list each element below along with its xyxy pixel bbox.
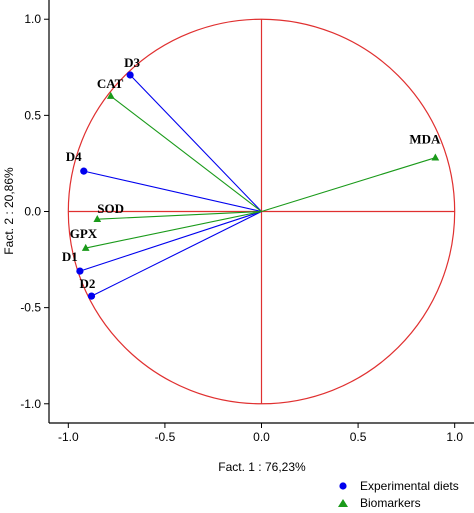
point-sod (93, 214, 102, 222)
x-tick-label: 1.0 (446, 430, 463, 444)
point-gpx (81, 243, 90, 251)
point-d1 (76, 267, 84, 275)
vector-d4 (83, 170, 262, 213)
point-label-d2: D2 (80, 276, 96, 291)
x-axis-title: Fact. 1 : 76,23% (218, 460, 306, 474)
legend-label-biomarkers: Biomarkers (360, 496, 421, 510)
point-label-d1: D1 (62, 249, 78, 264)
y-tick-label: 0.0 (24, 205, 41, 219)
x-tick-label: -1.0 (58, 430, 79, 444)
vector-sod (97, 210, 262, 220)
vector-gpx (85, 210, 262, 249)
legend: Experimental diets Biomarkers (338, 479, 459, 510)
y-axis-title: Fact. 2 : 20,86% (2, 167, 16, 255)
point-cat (106, 91, 115, 99)
vector-d3 (129, 74, 262, 212)
vector-mda (261, 157, 436, 213)
y-tick-label: 1.0 (24, 12, 41, 26)
point-label-d4: D4 (66, 149, 82, 164)
point-label-d3: D3 (124, 55, 140, 70)
vector-d1 (79, 210, 262, 272)
y-tick-label: -0.5 (20, 301, 41, 315)
legend-marker-biomarkers (338, 499, 348, 507)
point-d4 (80, 167, 88, 175)
x-tick-label: 0.5 (350, 430, 367, 444)
vector-cat (110, 95, 262, 212)
point-mda (431, 153, 440, 161)
point-label-sod: SOD (97, 201, 124, 216)
point-label-gpx: GPX (70, 226, 98, 241)
legend-marker-experimental (339, 482, 347, 490)
y-tick-label: 0.5 (24, 108, 41, 122)
vector-d2 (91, 211, 262, 297)
axes: -1.0 -0.5 0.0 0.5 1.0 -1.0 -0.5 0.0 0.5 1.0 (20, 0, 474, 444)
point-d2 (87, 292, 96, 300)
x-tick-label: -0.5 (155, 430, 176, 444)
point-label-cat: CAT (97, 76, 124, 91)
x-tick-label: 0.0 (253, 430, 270, 444)
point-label-mda: MDA (409, 132, 441, 147)
legend-label-experimental: Experimental diets (360, 479, 459, 493)
point-d3 (126, 71, 134, 79)
y-tick-label: -1.0 (20, 397, 41, 411)
